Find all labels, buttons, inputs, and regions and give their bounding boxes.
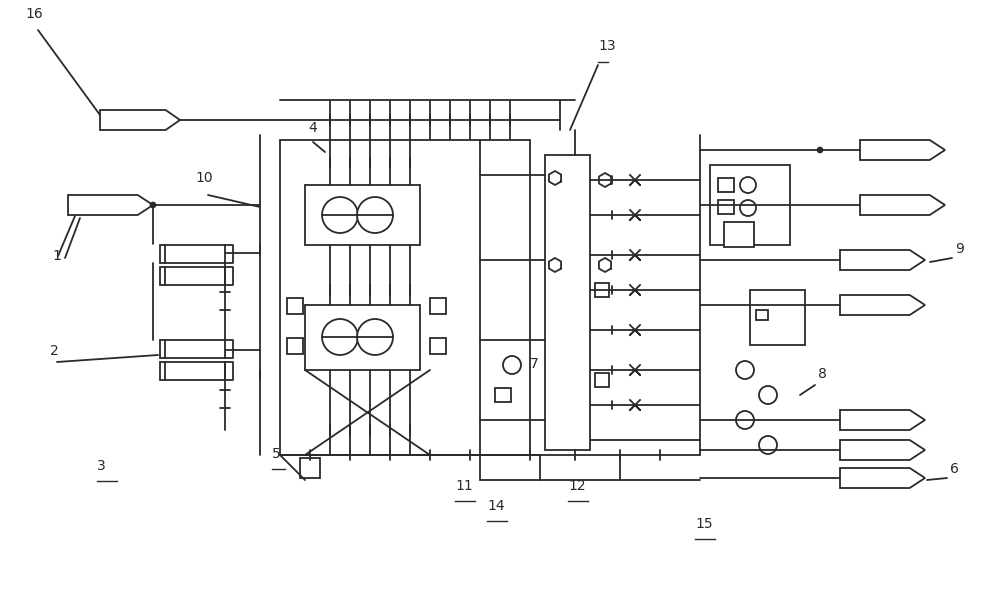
Circle shape [759,436,777,454]
Bar [160,267,225,285]
Circle shape [322,197,358,233]
Bar [718,200,734,214]
Bar [305,305,420,370]
Circle shape [736,361,754,379]
Text: 8: 8 [818,367,827,381]
Bar [756,310,768,320]
Circle shape [757,302,763,308]
Text: 7: 7 [530,357,539,371]
Polygon shape [840,295,925,315]
Bar [160,245,225,263]
Bar [430,338,446,354]
Circle shape [150,202,156,208]
Text: 3: 3 [97,459,106,473]
Polygon shape [840,440,925,460]
Polygon shape [860,195,945,215]
Circle shape [357,319,393,355]
Bar [160,340,225,358]
Text: 16: 16 [25,7,43,21]
Bar [595,373,609,387]
Bar [710,165,790,245]
Text: 15: 15 [695,517,713,531]
Text: 9: 9 [955,242,964,256]
Polygon shape [100,110,180,130]
Text: 13: 13 [598,39,616,53]
Bar [750,290,805,345]
Circle shape [322,319,358,355]
Bar [160,362,225,380]
Polygon shape [68,195,153,215]
Text: 6: 6 [950,462,959,476]
Circle shape [740,177,756,193]
Polygon shape [840,410,925,430]
Text: 4: 4 [308,121,317,135]
Polygon shape [860,140,945,160]
Circle shape [736,411,754,429]
Bar [724,222,754,247]
Circle shape [503,356,521,374]
Polygon shape [840,250,925,270]
Polygon shape [840,468,925,488]
Bar [300,458,320,478]
Text: 5: 5 [272,447,281,461]
Bar [280,140,530,455]
Bar [287,338,303,354]
Text: 1: 1 [52,249,61,263]
Text: 12: 12 [568,479,586,493]
Text: 2: 2 [50,344,59,358]
Bar [430,298,446,314]
Bar [287,298,303,314]
Bar [545,155,590,450]
Bar [718,178,734,192]
Text: 14: 14 [487,499,505,513]
Text: 10: 10 [195,171,213,185]
Bar [595,283,609,297]
Circle shape [740,200,756,216]
Circle shape [817,147,823,153]
Bar [495,388,511,402]
Circle shape [357,197,393,233]
Circle shape [759,386,777,404]
Bar [305,185,420,245]
Text: 11: 11 [455,479,473,493]
